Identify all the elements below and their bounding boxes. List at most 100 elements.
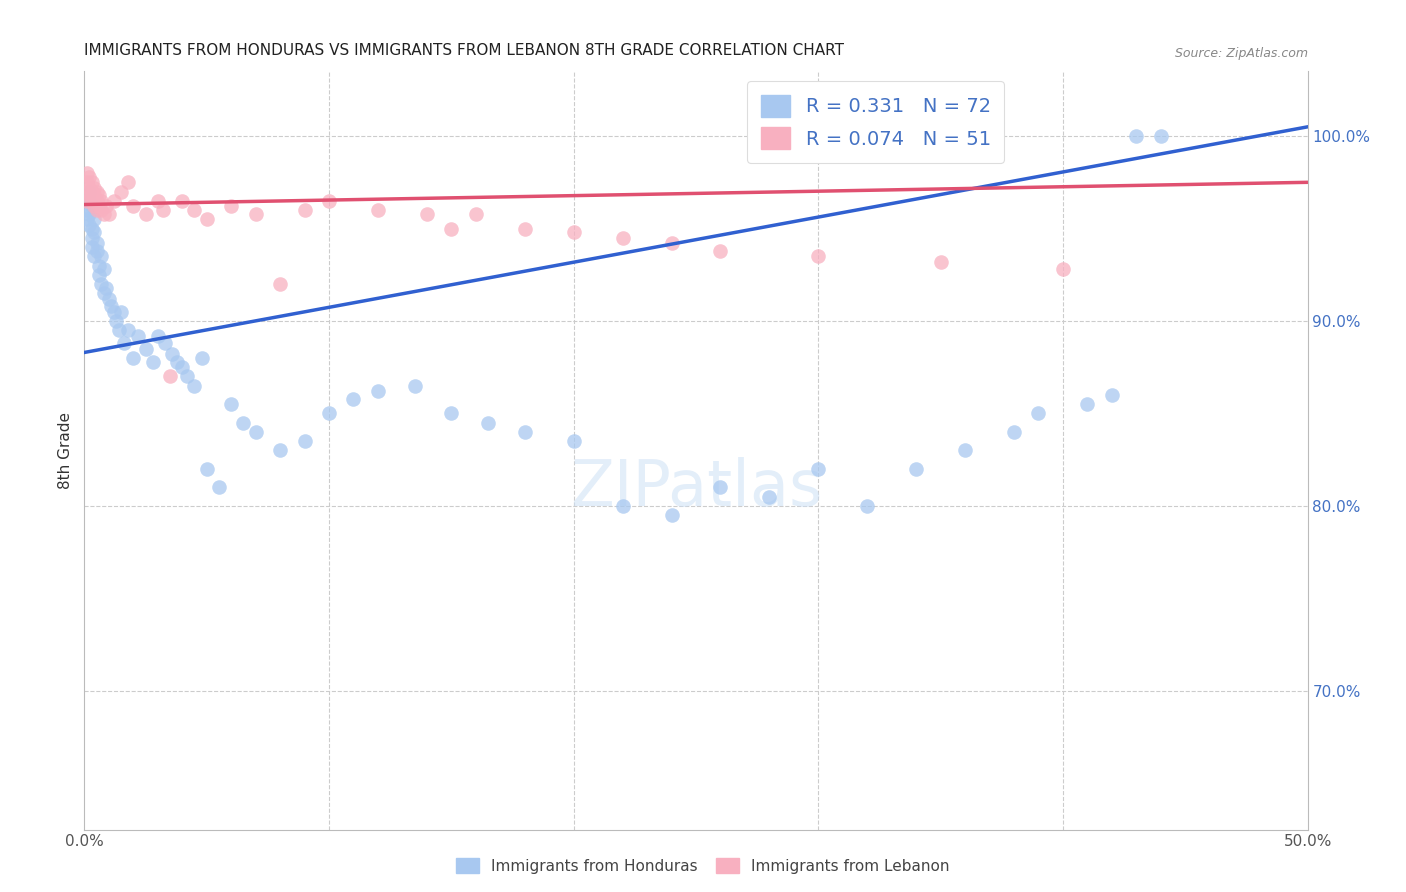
Point — [86, 244, 108, 258]
Point — [709, 480, 731, 494]
Point — [77, 218, 100, 232]
Point — [562, 434, 585, 449]
Point — [191, 351, 214, 365]
Point — [103, 305, 125, 319]
Point — [440, 407, 463, 421]
Point — [76, 185, 98, 199]
Point — [159, 369, 181, 384]
Point — [90, 277, 112, 291]
Point — [96, 199, 118, 213]
Point — [110, 305, 132, 319]
Point — [709, 244, 731, 258]
Point — [127, 328, 149, 343]
Point — [1150, 129, 1173, 144]
Point — [318, 407, 340, 421]
Point — [86, 185, 108, 199]
Point — [758, 490, 780, 504]
Point — [86, 236, 108, 251]
Point — [97, 292, 120, 306]
Point — [76, 194, 98, 208]
Point — [172, 360, 194, 375]
Point — [245, 425, 267, 439]
Text: Source: ZipAtlas.com: Source: ZipAtlas.com — [1174, 47, 1308, 60]
Point — [219, 199, 242, 213]
Point — [110, 185, 132, 199]
Point — [83, 181, 105, 195]
Point — [80, 240, 103, 254]
Point — [83, 212, 105, 227]
Text: ZIPatlas: ZIPatlas — [569, 458, 823, 519]
Point — [80, 175, 103, 189]
Point — [953, 443, 976, 458]
Point — [477, 416, 499, 430]
Point — [135, 207, 157, 221]
Point — [1076, 397, 1098, 411]
Point — [97, 207, 120, 221]
Point — [513, 425, 536, 439]
Point — [87, 199, 110, 213]
Point — [929, 255, 952, 269]
Point — [162, 347, 184, 361]
Point — [77, 194, 100, 208]
Point — [90, 249, 112, 263]
Point — [318, 194, 340, 208]
Point — [1052, 262, 1074, 277]
Point — [269, 443, 291, 458]
Legend: Immigrants from Honduras, Immigrants from Lebanon: Immigrants from Honduras, Immigrants fro… — [450, 852, 956, 880]
Point — [176, 369, 198, 384]
Point — [93, 262, 115, 277]
Point — [86, 194, 108, 208]
Point — [183, 202, 205, 217]
Point — [86, 202, 108, 217]
Point — [77, 207, 100, 221]
Point — [90, 194, 112, 208]
Point — [367, 202, 389, 217]
Point — [562, 225, 585, 239]
Point — [76, 202, 98, 217]
Point — [93, 286, 115, 301]
Point — [77, 169, 100, 184]
Point — [195, 462, 218, 476]
Point — [77, 185, 100, 199]
Point — [105, 314, 128, 328]
Point — [856, 499, 879, 513]
Point — [219, 397, 242, 411]
Point — [135, 342, 157, 356]
Point — [208, 480, 231, 494]
Point — [1002, 425, 1025, 439]
Point — [100, 299, 122, 313]
Point — [166, 354, 188, 368]
Point — [172, 194, 194, 208]
Point — [93, 207, 115, 221]
Point — [122, 351, 145, 365]
Point — [269, 277, 291, 291]
Point — [83, 188, 105, 202]
Point — [107, 323, 129, 337]
Point — [76, 175, 98, 189]
Point — [1101, 388, 1123, 402]
Point — [183, 378, 205, 392]
Point — [1028, 407, 1050, 421]
Text: IMMIGRANTS FROM HONDURAS VS IMMIGRANTS FROM LEBANON 8TH GRADE CORRELATION CHART: IMMIGRANTS FROM HONDURAS VS IMMIGRANTS F… — [84, 43, 845, 58]
Point — [513, 221, 536, 235]
Point — [83, 249, 105, 263]
Point — [80, 221, 103, 235]
Point — [612, 231, 634, 245]
Legend: R = 0.331   N = 72, R = 0.074   N = 51: R = 0.331 N = 72, R = 0.074 N = 51 — [747, 81, 1004, 163]
Point — [146, 194, 169, 208]
Point — [112, 336, 135, 351]
Point — [76, 166, 98, 180]
Point — [90, 202, 112, 217]
Point — [153, 336, 176, 351]
Point — [905, 462, 928, 476]
Y-axis label: 8th Grade: 8th Grade — [58, 412, 73, 489]
Point — [80, 199, 103, 213]
Point — [464, 207, 486, 221]
Point — [122, 199, 145, 213]
Point — [80, 185, 103, 199]
Point — [83, 199, 105, 213]
Point — [80, 194, 103, 208]
Point — [76, 188, 98, 202]
Point — [440, 221, 463, 235]
Point — [80, 231, 103, 245]
